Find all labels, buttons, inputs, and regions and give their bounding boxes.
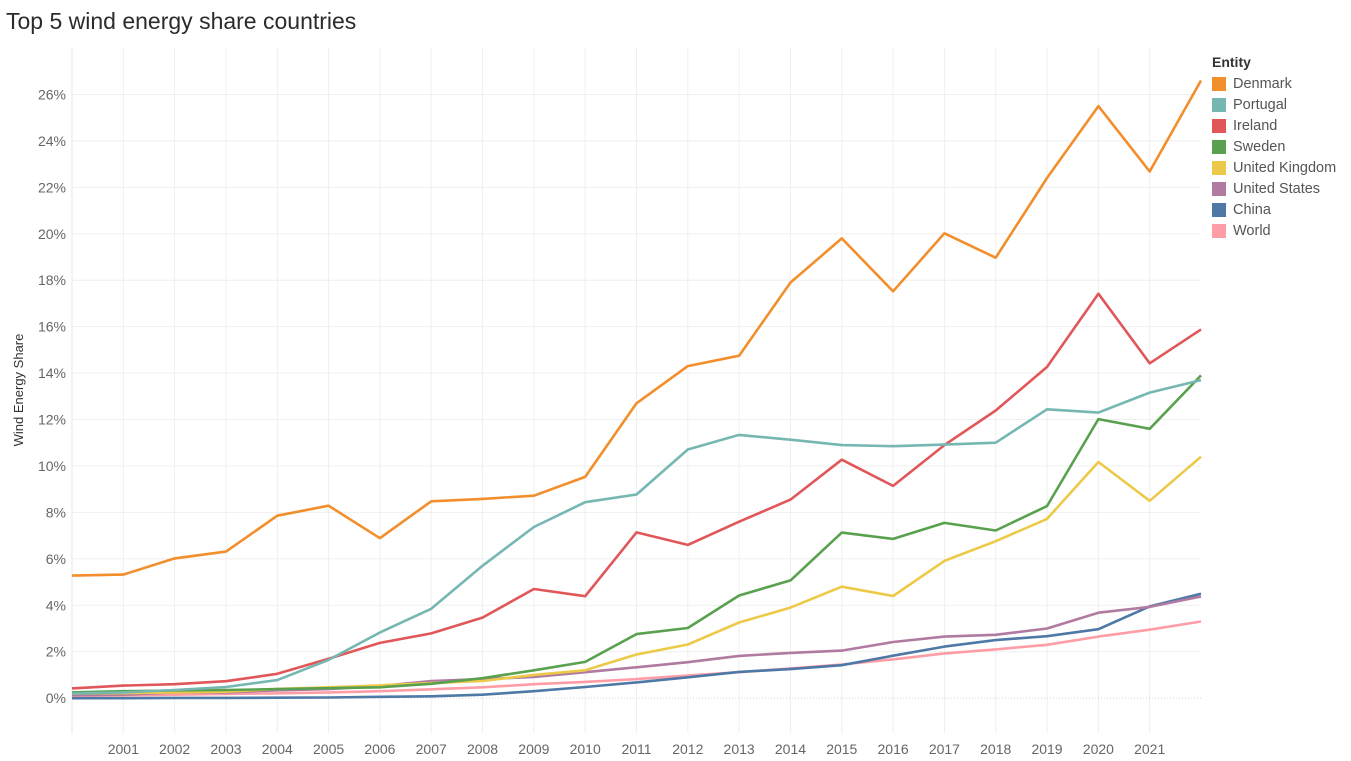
y-tick-label: 2% [46, 644, 66, 660]
y-tick-label: 6% [46, 551, 66, 567]
legend-label: China [1233, 201, 1271, 218]
x-tick-label: 2016 [878, 741, 909, 757]
x-tick-label: 2007 [416, 741, 447, 757]
y-axis-ticks: 0% 2% 4% 6% 8% 10% 12% 14% 16% 18% 20% 22% 24% 26% [38, 86, 66, 706]
legend-item-china[interactable]: China [1212, 199, 1351, 220]
gridlines [71, 48, 1201, 733]
legend-item-world[interactable]: World [1212, 220, 1351, 241]
legend-label: World [1233, 222, 1271, 239]
legend-item-sweden[interactable]: Sweden [1212, 136, 1351, 157]
legend-item-united-states[interactable]: United States [1212, 178, 1351, 199]
series-line-sweden[interactable] [71, 374, 1202, 694]
x-tick-label: 2008 [467, 741, 498, 757]
series-line-china[interactable] [72, 592, 1202, 700]
x-tick-label: 2004 [262, 741, 293, 757]
x-tick-label: 2021 [1134, 741, 1165, 757]
series-lines [71, 79, 1203, 700]
y-tick-label: 10% [38, 458, 66, 474]
series-line-ireland[interactable] [71, 292, 1202, 690]
legend-label: United Kingdom [1233, 159, 1337, 176]
y-tick-label: 16% [38, 319, 66, 335]
y-tick-label: 4% [46, 597, 66, 613]
x-tick-label: 2006 [364, 741, 395, 757]
x-tick-label: 2019 [1031, 741, 1062, 757]
x-tick-label: 2014 [775, 741, 806, 757]
legend-label: Portugal [1233, 96, 1288, 113]
legend-swatch [1212, 181, 1226, 196]
x-axis-ticks: 2001 2002 2003 2004 2005 2006 2007 2008 2009 2010… [108, 741, 1166, 757]
x-tick-label: 2010 [570, 741, 601, 757]
x-tick-label: 2011 [621, 741, 651, 757]
legend-item-denmark[interactable]: Denmark [1212, 73, 1351, 94]
x-tick-label: 2012 [672, 741, 703, 757]
y-tick-label: 8% [46, 504, 66, 520]
legend-swatch [1212, 223, 1226, 238]
y-tick-label: 14% [38, 365, 66, 381]
x-tick-label: 2018 [980, 741, 1011, 757]
legend-title: Entity [1212, 54, 1251, 70]
x-tick-label: 2020 [1083, 741, 1114, 757]
x-tick-label: 2017 [929, 741, 960, 757]
x-tick-label: 2013 [724, 741, 755, 757]
x-tick-label: 2005 [313, 741, 344, 757]
legend-swatch [1212, 97, 1226, 112]
y-tick-label: 24% [38, 133, 66, 149]
legend-label: United States [1233, 180, 1321, 197]
y-tick-label: 26% [38, 86, 66, 102]
series-line-world[interactable] [71, 620, 1202, 698]
x-tick-label: 2001 [108, 741, 139, 757]
y-tick-label: 20% [38, 226, 66, 242]
x-tick-label: 2015 [826, 741, 857, 757]
legend-swatch [1212, 118, 1226, 133]
y-axis-title: Wind Energy Share [11, 334, 26, 447]
legend-label: Denmark [1233, 75, 1292, 92]
legend-swatch [1212, 160, 1226, 175]
legend-swatch [1212, 202, 1226, 217]
y-tick-label: 12% [38, 412, 66, 428]
x-tick-label: 2002 [159, 741, 190, 757]
legend-item-united-kingdom[interactable]: United Kingdom [1212, 157, 1351, 178]
legend-item-ireland[interactable]: Ireland [1212, 115, 1351, 136]
chart-title: Top 5 wind energy share countries [6, 8, 357, 34]
legend-label: Sweden [1233, 138, 1286, 155]
legend-swatch [1212, 76, 1226, 91]
series-line-portugal[interactable] [71, 378, 1202, 695]
y-tick-label: 0% [46, 690, 66, 706]
legend-label: Ireland [1233, 117, 1278, 134]
y-tick-label: 22% [38, 179, 66, 195]
y-tick-label: 18% [38, 272, 66, 288]
x-tick-label: 2003 [210, 741, 241, 757]
legend: Entity Denmark Portugal Ireland Sweden Unite… [1212, 54, 1351, 241]
x-tick-label: 2009 [518, 741, 549, 757]
legend-swatch [1212, 139, 1226, 154]
series-line-denmark[interactable] [71, 79, 1203, 577]
legend-item-portugal[interactable]: Portugal [1212, 94, 1351, 115]
